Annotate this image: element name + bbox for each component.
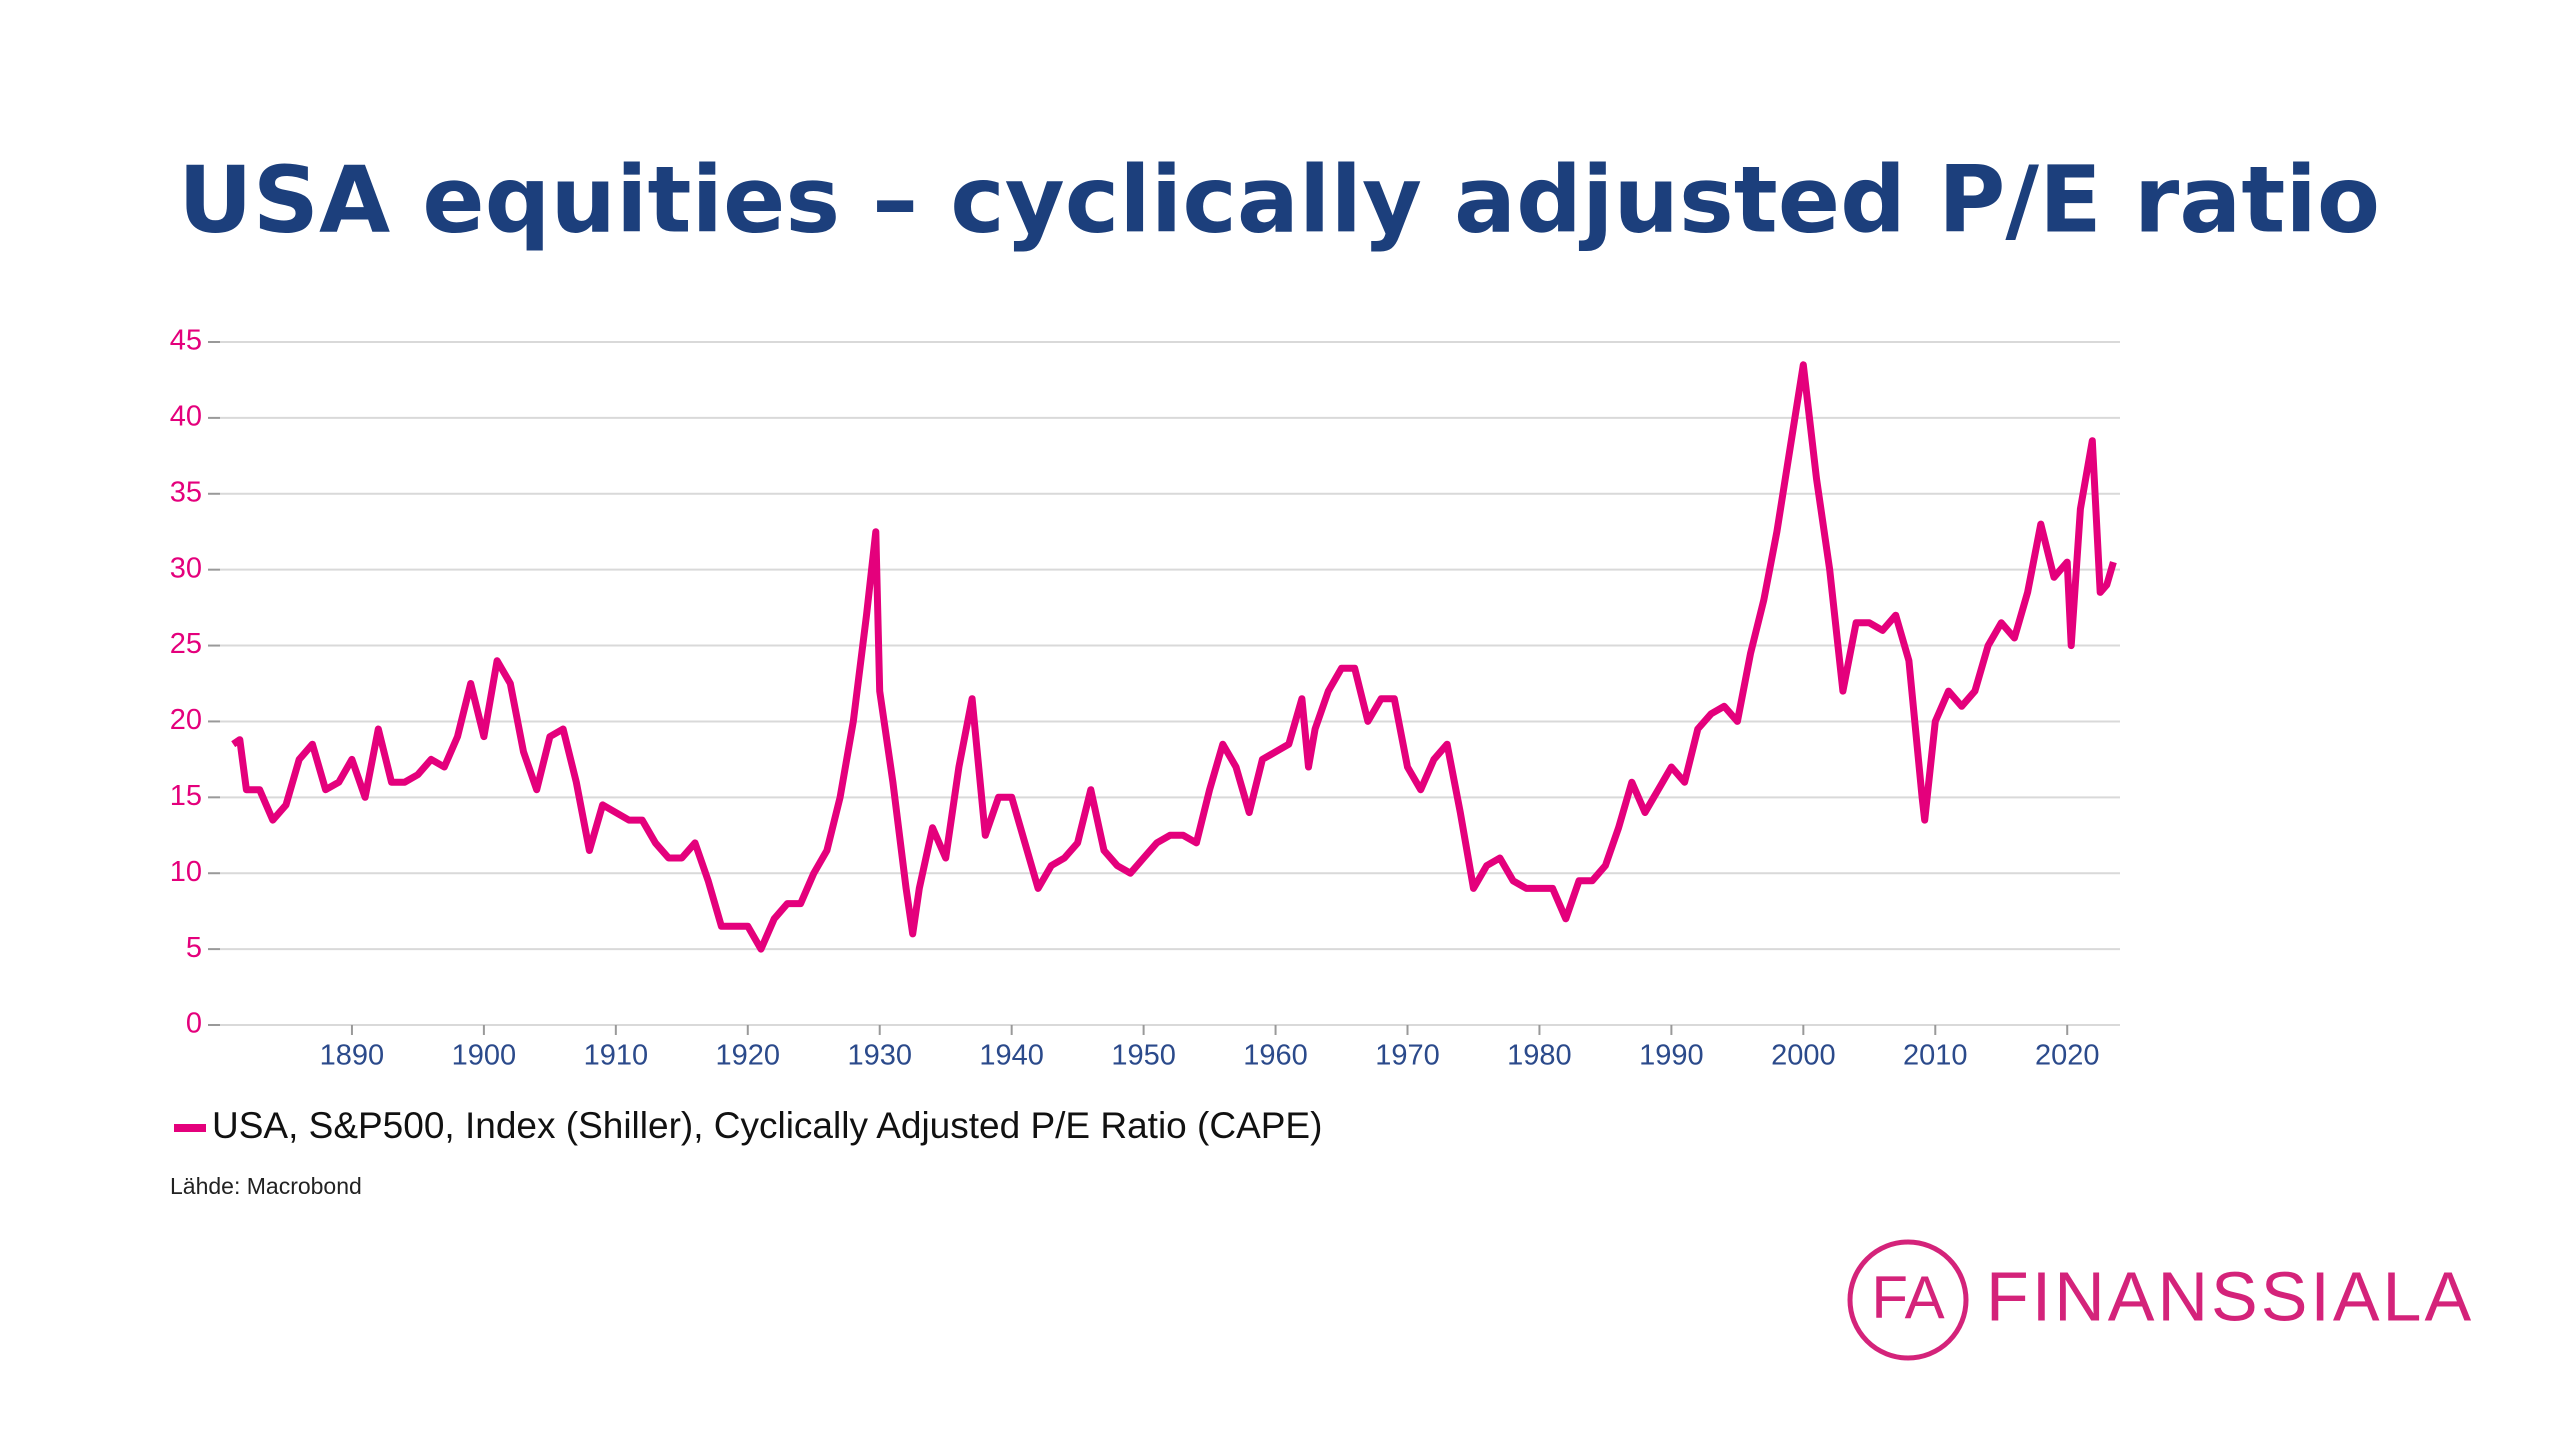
x-tick-label: 1940 [979,1040,1044,1072]
logo-mark: FA [1871,1264,1944,1331]
y-tick-label: 10 [170,856,202,888]
logo-circle [1847,1239,1969,1361]
logo: FA FINANSSIALA [1847,1239,2474,1361]
x-tick-label: 1950 [1111,1040,1176,1072]
y-tick-label: 15 [170,780,202,812]
x-tick-label: 1900 [452,1040,517,1072]
y-tick-label: 25 [170,628,202,660]
logo-text: FINANSSIALA [1986,1257,2474,1335]
source: Lähde: Macrobond [170,1173,362,1199]
series-line [231,361,2117,953]
x-tick-label: 1980 [1507,1040,1572,1072]
legend-label: USA, S&P500, Index (Shiller), Cyclically… [212,1105,1322,1146]
x-tick-label: 2000 [1771,1040,1836,1072]
y-tick-label: 45 [170,325,202,357]
y-tick-label: 40 [170,401,202,433]
x-tick-label: 1920 [716,1040,781,1072]
x-tick-label: 1930 [847,1040,912,1072]
x-tick-label: 1960 [1243,1040,1308,1072]
x-tick-label: 1990 [1639,1040,1704,1072]
x-tick-label: 1910 [584,1040,649,1072]
y-tick-label: 5 [186,932,202,964]
y-tick-label: 35 [170,476,202,508]
x-tick-label: 1890 [320,1040,385,1072]
y-tick-label: 0 [186,1008,202,1040]
chart-title: USA equities – cyclically adjusted P/E r… [178,146,2380,253]
x-tick-label: 2010 [1903,1040,1968,1072]
x-tick-label: 2020 [2035,1040,2100,1072]
y-tick-label: 30 [170,552,202,584]
y-tick-label: 20 [170,704,202,736]
x-tick-label: 1970 [1375,1040,1440,1072]
